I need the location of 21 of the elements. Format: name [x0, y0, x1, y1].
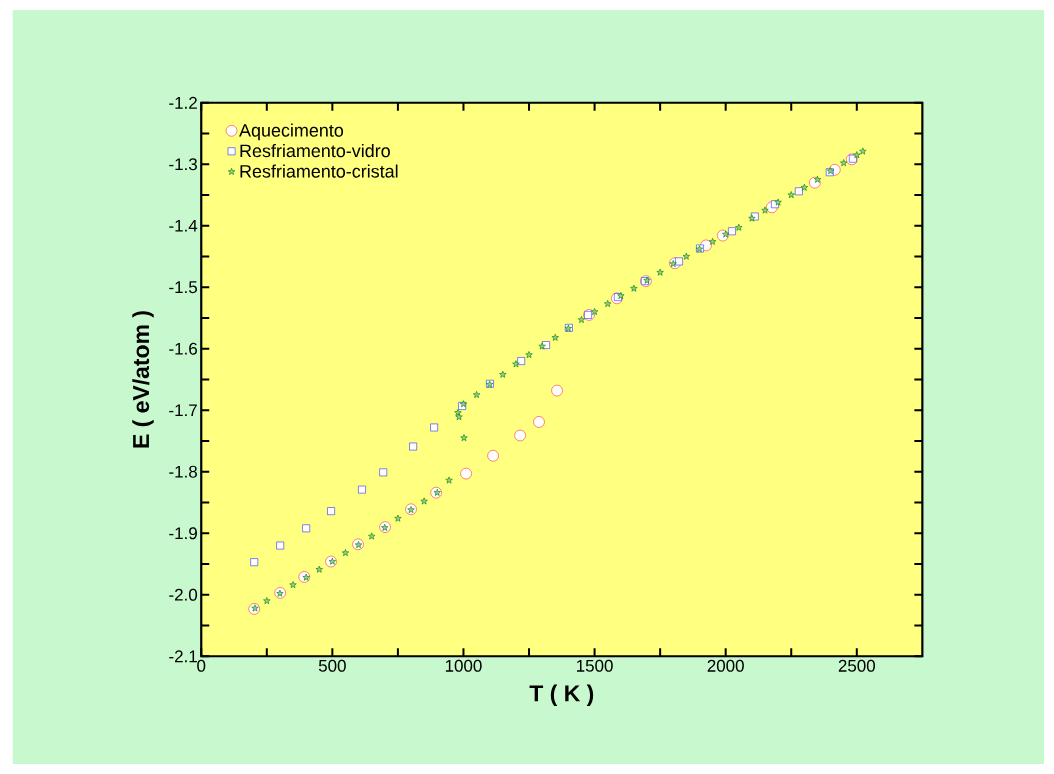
legend-label: Aquecimento [239, 123, 344, 141]
x-tick-label: 1000 [445, 659, 482, 672]
legend-label: Resfriamento-cristal [240, 164, 398, 178]
y-tick-label: -2.0 [169, 588, 198, 601]
x-tick-label: 500 [318, 659, 346, 672]
x-tick-label: 1500 [577, 659, 613, 672]
y-tick-label: -2.1 [169, 650, 197, 663]
y-tick-label: -1.9 [169, 527, 197, 540]
x-tick-label: 2000 [707, 659, 744, 672]
y-axis-title: E ( eV/atom ) [132, 311, 154, 448]
y-tick-label: -1.6 [169, 342, 197, 355]
y-tick-label: -1.3 [169, 158, 197, 171]
y-tick-label: -1.2 [169, 96, 197, 109]
x-axis-title: T ( K ) [529, 684, 594, 707]
x-tick-label: 0 [197, 659, 206, 672]
x-tick-label: 2500 [838, 659, 875, 672]
y-tick-label: -1.5 [169, 281, 198, 294]
legend-label: Resfriamento-vidro [240, 144, 390, 158]
y-tick-label: -1.4 [169, 219, 198, 232]
y-tick-label: -1.7 [169, 404, 197, 417]
y-tick-label: -1.8 [169, 465, 197, 478]
